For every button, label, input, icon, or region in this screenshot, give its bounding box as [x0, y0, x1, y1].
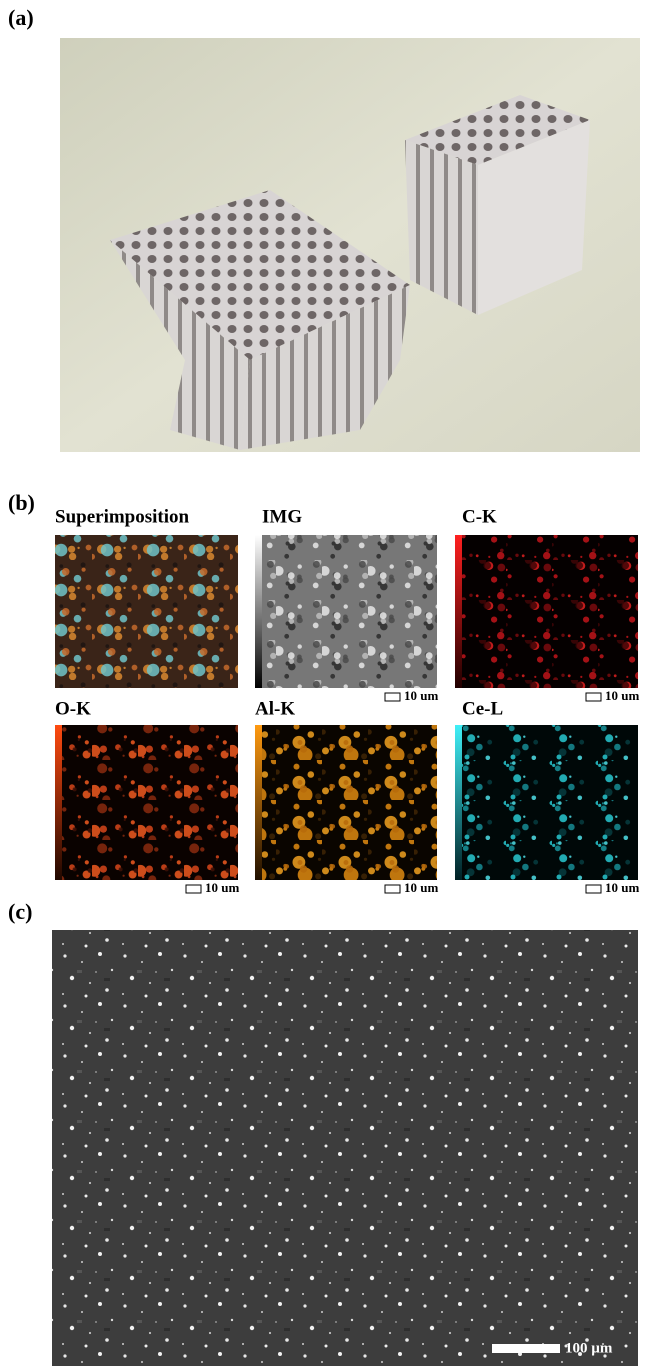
figure: 100 µm (a) (b) (c) Superimposition IMG 10 … — [0, 0, 657, 1366]
panel-label: (a) — [8, 5, 34, 30]
scale-bar — [385, 885, 400, 893]
intensity-bar — [255, 725, 262, 880]
map-title: O-K — [55, 698, 91, 719]
scale-label: 10 um — [605, 688, 639, 703]
element-map — [55, 535, 238, 688]
scale-bar — [586, 693, 601, 701]
element-map — [455, 535, 638, 688]
panel-label: (c) — [8, 899, 32, 924]
scale-bar — [186, 885, 201, 893]
scale-label: 10 um — [205, 880, 239, 895]
map-title: Superimposition — [55, 506, 190, 527]
scale-label: 10 um — [404, 688, 438, 703]
map-title: Al-K — [255, 698, 295, 719]
intensity-bar — [255, 535, 262, 688]
scale-label: 10 um — [605, 880, 639, 895]
scale-label: 10 um — [404, 880, 438, 895]
scale-label: 100 µm — [565, 1340, 613, 1356]
map-title: Ce-L — [462, 698, 503, 719]
sem-image — [52, 930, 638, 1366]
intensity-bar — [455, 535, 462, 688]
scale-bar — [492, 1344, 560, 1353]
panel-label: (b) — [8, 490, 35, 515]
intensity-bar — [455, 725, 462, 880]
element-map — [455, 725, 638, 880]
intensity-bar — [55, 725, 62, 880]
element-map — [55, 725, 238, 880]
scale-bar — [586, 885, 601, 893]
map-title: C-K — [462, 506, 497, 527]
element-map — [255, 725, 437, 880]
element-map — [255, 535, 437, 688]
map-title: IMG — [262, 506, 302, 527]
scale-bar — [385, 693, 400, 701]
